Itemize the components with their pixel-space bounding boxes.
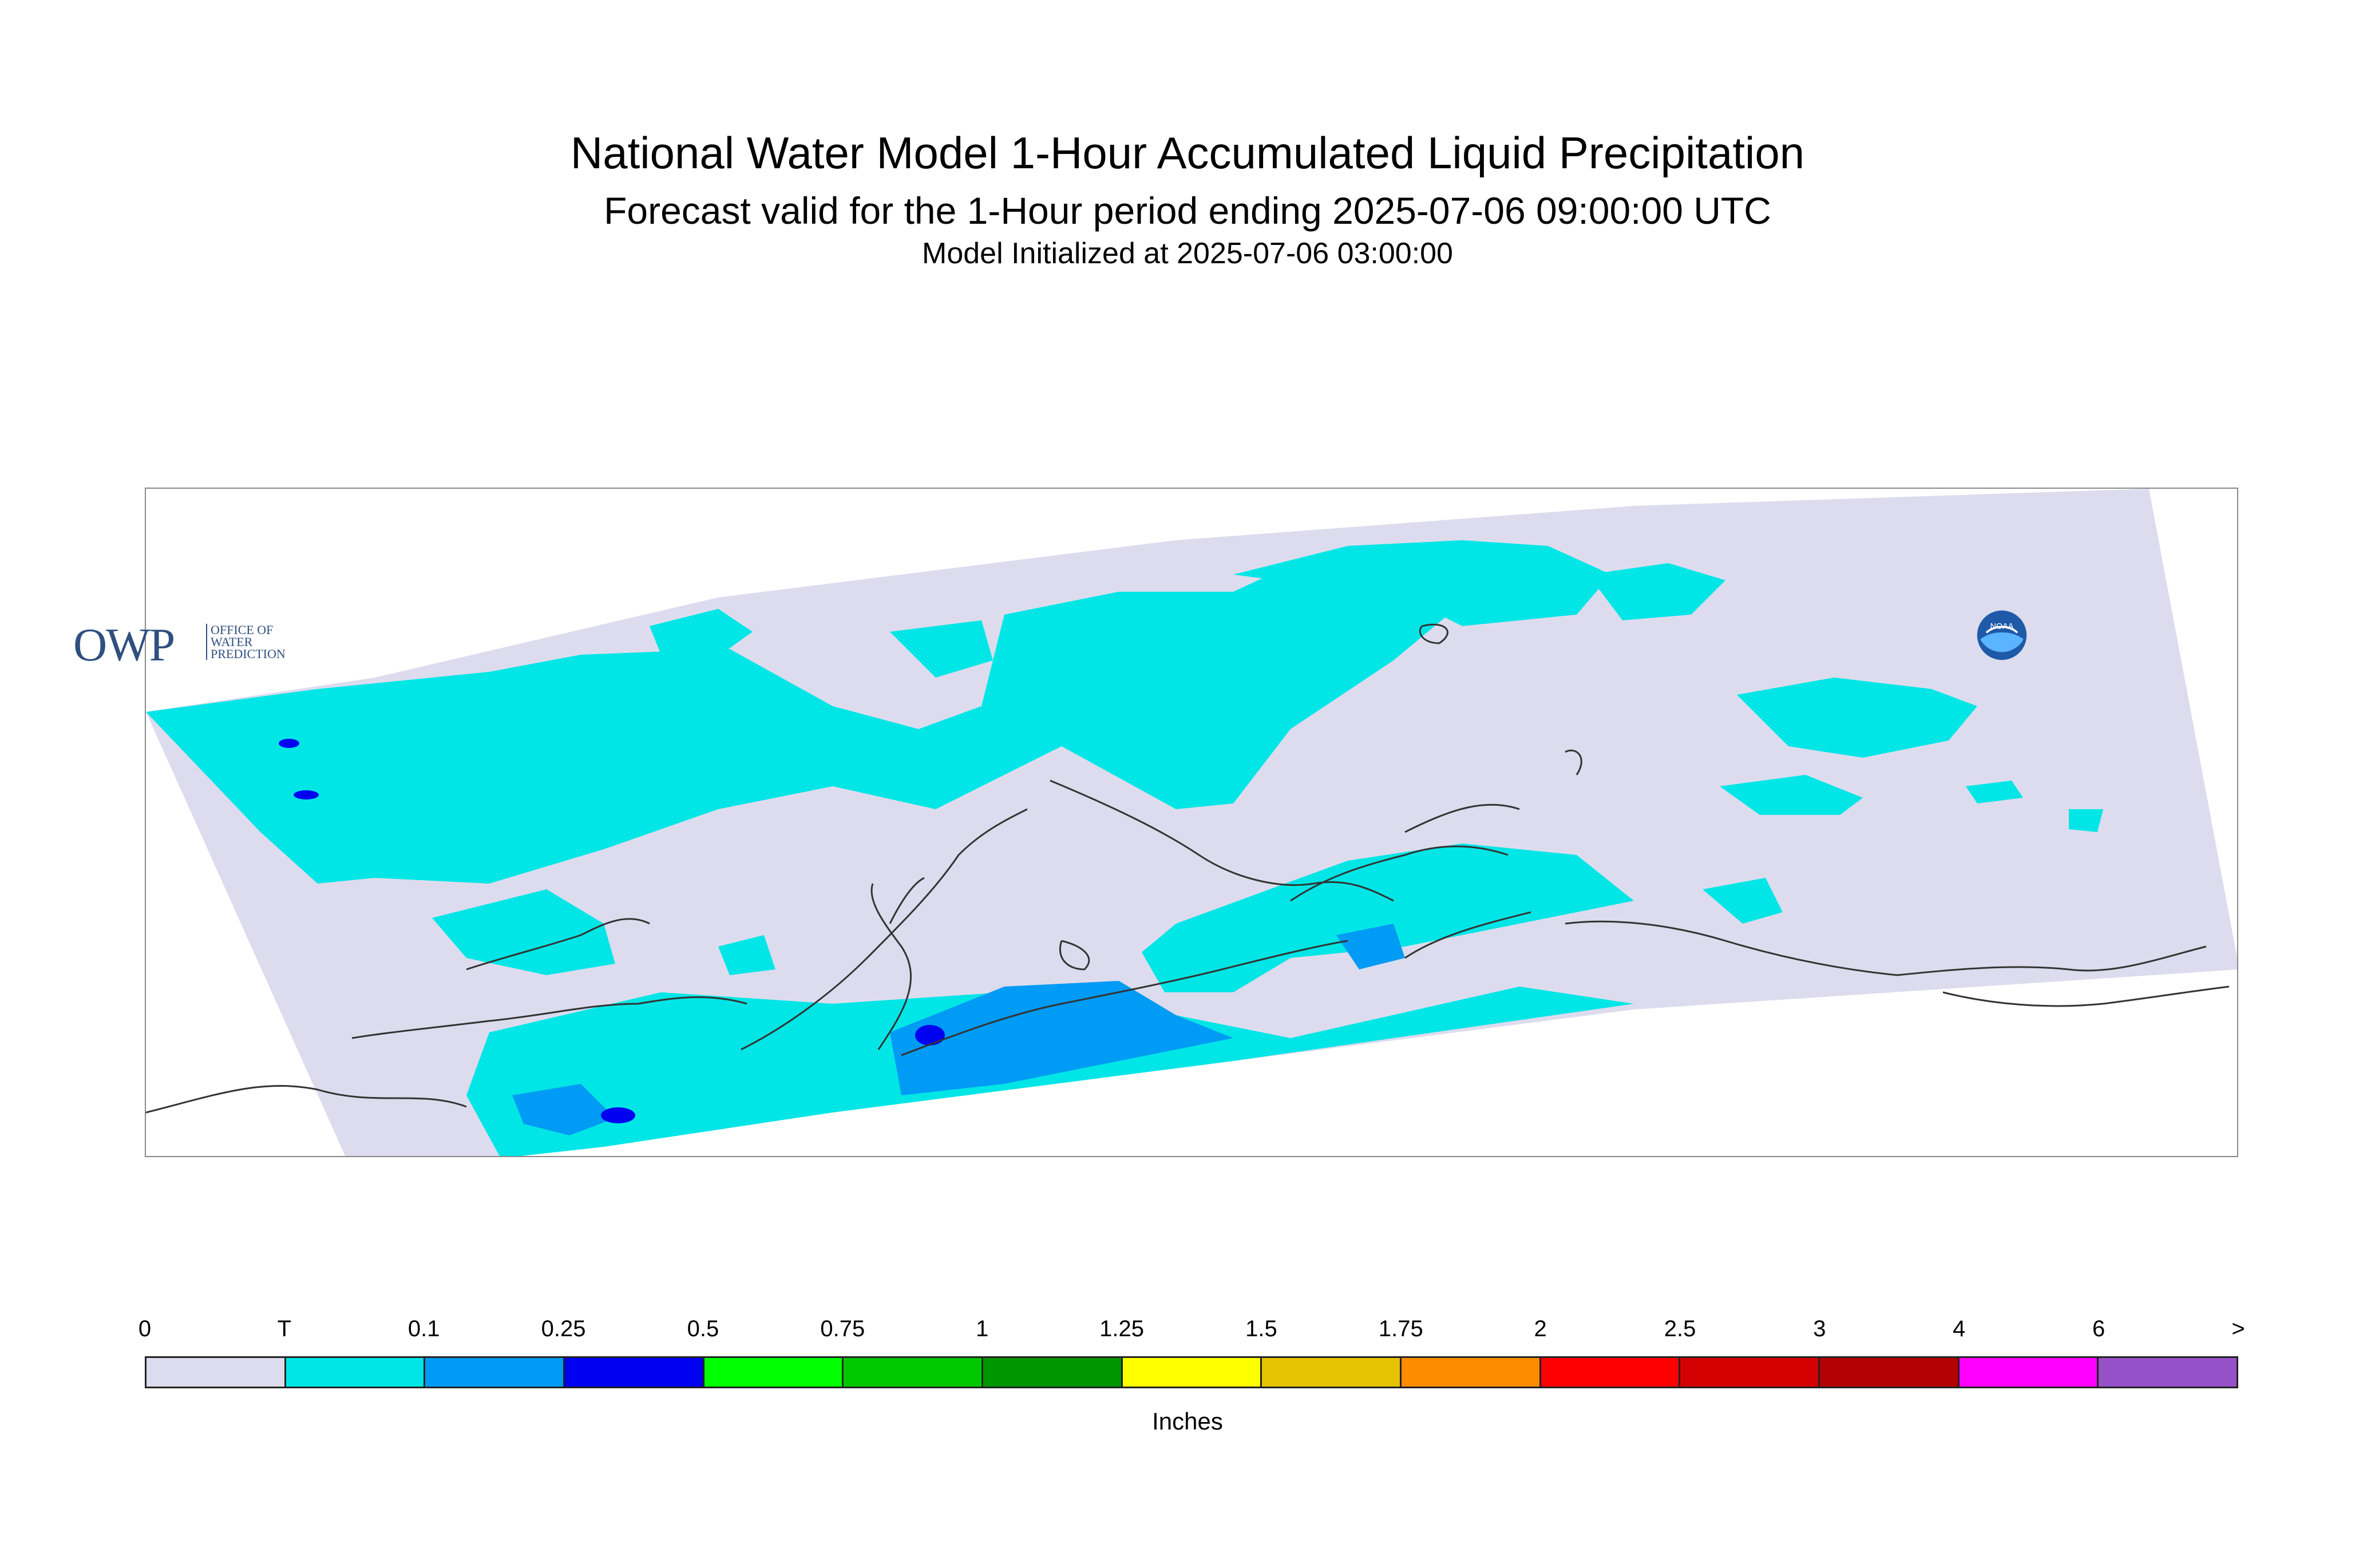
legend-swatch — [1680, 1358, 1820, 1387]
map-title: National Water Model 1-Hour Accumulated … — [570, 128, 1805, 178]
color-legend — [145, 1356, 2238, 1388]
legend-tick-label: 3 — [1813, 1316, 1826, 1341]
legend-swatch — [844, 1358, 984, 1387]
legend-tick-label: 2 — [1534, 1316, 1547, 1341]
precip-map — [146, 489, 2237, 1156]
legend-swatch — [286, 1358, 426, 1387]
legend-swatch — [1959, 1358, 2099, 1387]
legend-swatch — [983, 1358, 1123, 1387]
noaa-logo: NOAA — [1977, 610, 2027, 660]
legend-swatch — [704, 1358, 844, 1387]
legend-swatch — [1541, 1358, 1681, 1387]
legend-tick-label: 0 — [138, 1316, 152, 1341]
legend-swatch — [1820, 1358, 1960, 1387]
owp-logo: OWP OFFICE OF WATER PREDICTION — [73, 618, 291, 671]
legend-tick-label: 1.75 — [1378, 1316, 1423, 1341]
legend-swatch — [2099, 1358, 2237, 1387]
legend-tick-labels: 0 T 0.1 0.25 0.5 0.75 1 1.25 1.5 1.75 2 2.5 3 4 6 > — [138, 1316, 2245, 1345]
legend-tick-label: 0.25 — [541, 1316, 586, 1341]
coastlines — [146, 623, 2230, 1114]
owp-logo-line: WATER — [211, 635, 253, 649]
owp-logo-line: PREDICTION — [211, 647, 286, 661]
legend-tick-label: 1.5 — [1245, 1316, 1277, 1341]
owp-logo-mark: OWP — [73, 619, 175, 671]
model-init-text: Model Initialized at 2025-07-06 03:00:00 — [922, 237, 1453, 270]
legend-swatch — [565, 1358, 704, 1387]
legend-tick-label: 0.1 — [407, 1316, 440, 1341]
moderate-precip-areas — [279, 739, 945, 1123]
noaa-logo-text: NOAA — [1990, 622, 2014, 631]
legend-swatch — [1122, 1358, 1262, 1387]
legend-swatch — [425, 1358, 565, 1387]
owp-logo-text: OFFICE OF WATER PREDICTION — [206, 624, 286, 660]
legend-tick-label: > — [2231, 1316, 2245, 1341]
light-precip-areas — [512, 924, 1405, 1135]
legend-tick-label: 4 — [1953, 1316, 1966, 1341]
legend-unit-label: Inches — [1152, 1408, 1223, 1435]
legend-tick-label: 2.5 — [1664, 1316, 1696, 1341]
legend-swatch — [147, 1358, 286, 1387]
owp-logo-line: OFFICE OF — [211, 623, 274, 637]
legend-tick-label: 1 — [976, 1316, 989, 1341]
legend-tick-label: T — [277, 1316, 292, 1341]
legend-tick-label: 1.25 — [1099, 1316, 1144, 1341]
legend-swatch — [1402, 1358, 1541, 1387]
legend-tick-label: 6 — [2092, 1316, 2105, 1341]
map-subtitle: Forecast valid for the 1-Hour period end… — [604, 189, 1771, 232]
legend-tick-label: 0.75 — [820, 1316, 865, 1341]
legend-swatch — [1262, 1358, 1402, 1387]
legend-tick-label: 0.5 — [687, 1316, 719, 1341]
map-panel — [145, 488, 2238, 1157]
